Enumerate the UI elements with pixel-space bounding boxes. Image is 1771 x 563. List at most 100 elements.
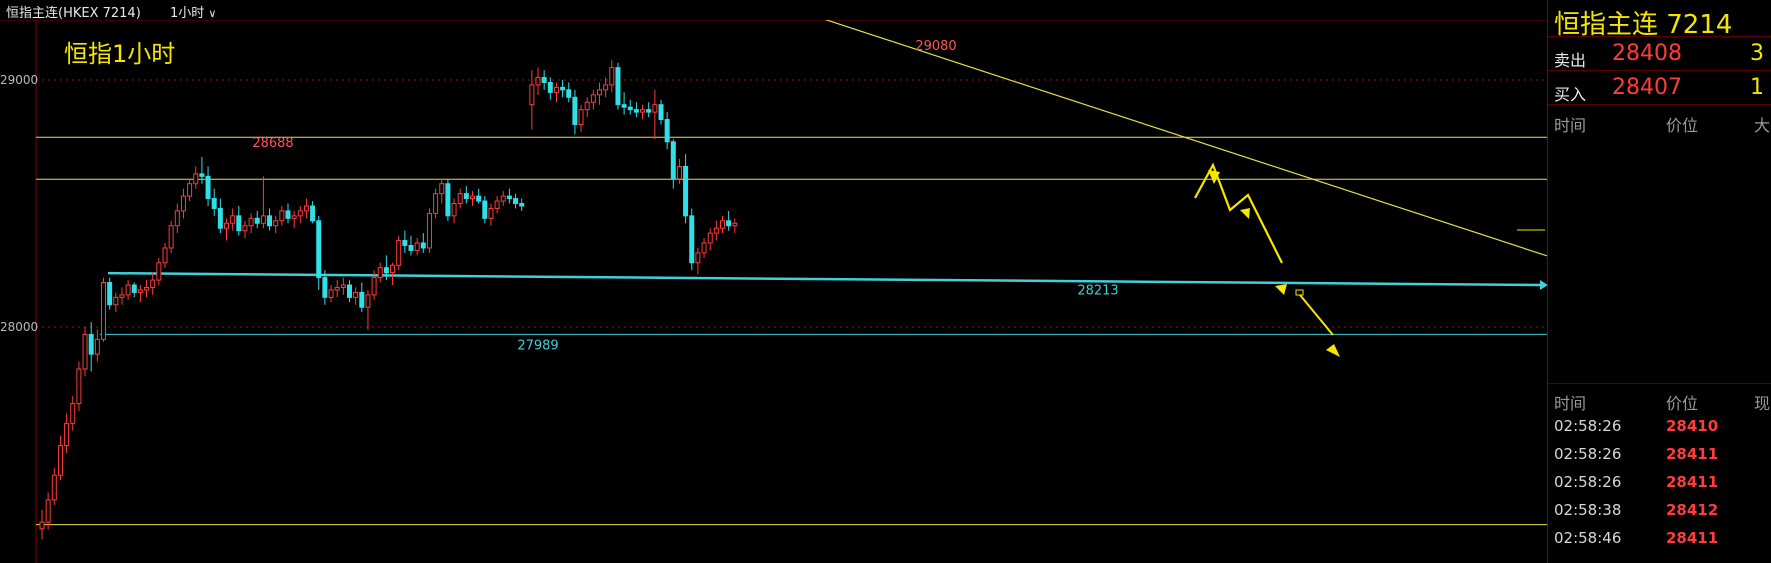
arrow-head: [1326, 344, 1340, 357]
candles: [39, 60, 738, 540]
marker-box: [1295, 289, 1304, 296]
candle-body: [82, 333, 88, 370]
candle-body: [494, 200, 500, 209]
chart-grid: [35, 20, 1547, 563]
candle-body: [476, 195, 482, 202]
tick-price: 28412: [1666, 501, 1719, 519]
candle-body: [39, 521, 45, 530]
candle-body: [316, 220, 322, 279]
candle-body: [541, 77, 547, 83]
candle-body: [500, 195, 506, 202]
support-arrow-head: [1540, 280, 1547, 291]
candle-body: [445, 183, 451, 217]
candle-body: [426, 212, 432, 249]
candle-body: [646, 109, 652, 113]
candle-body: [383, 267, 389, 274]
tick-price: 28411: [1666, 473, 1719, 491]
candle-body: [113, 296, 119, 306]
arrow-head: [1275, 284, 1287, 295]
tick-time: 02:58:26: [1554, 417, 1622, 435]
candle-body: [482, 200, 488, 219]
candle-body: [125, 284, 131, 296]
chart-lines: [36, 20, 1547, 526]
buy-row[interactable]: 买入 28407 1: [1548, 70, 1771, 105]
candle-body: [420, 242, 426, 249]
candle-body: [529, 84, 535, 106]
candle-body: [627, 106, 633, 111]
y-tick-label: 28000: [0, 320, 38, 334]
candle-body: [205, 175, 211, 200]
buy-price: 28407: [1612, 75, 1682, 100]
candle-body: [334, 286, 340, 291]
candle-body: [260, 215, 266, 224]
candle-body: [303, 205, 309, 212]
candle-body: [566, 89, 572, 98]
candle-body: [658, 104, 664, 121]
depth-header-size: 大: [1754, 116, 1771, 135]
tick-time: 02:58:38: [1554, 501, 1622, 519]
arrow-head: [1240, 208, 1250, 219]
candle-body: [94, 338, 100, 355]
candle-body: [615, 67, 621, 106]
candle-body: [371, 277, 377, 296]
candle-body: [377, 267, 383, 279]
candle-body: [633, 109, 639, 113]
panel-title: 恒指主连 7214: [1554, 10, 1733, 40]
candle-body: [396, 240, 402, 266]
candle-body: [535, 77, 541, 86]
candle-body: [726, 220, 732, 227]
candle-body: [519, 203, 525, 207]
candle-body: [101, 282, 106, 340]
candle-body: [248, 217, 254, 227]
candle-body: [664, 119, 670, 143]
sell-label: 卖出: [1554, 51, 1587, 70]
candle-body: [180, 195, 186, 212]
candle-body: [670, 141, 676, 180]
sell-row[interactable]: 卖出 28408 3: [1548, 36, 1771, 71]
candle-body: [137, 289, 143, 293]
tick-price: 28411: [1666, 445, 1719, 463]
depth-divider: [1548, 104, 1771, 113]
chart-title: 恒指1小时: [64, 40, 175, 68]
candle-body: [291, 215, 297, 219]
depth-header-price: 价位: [1666, 116, 1699, 135]
candle-body: [273, 220, 279, 227]
tick-row: 02:58:38 28412: [1548, 497, 1771, 525]
candle-body: [267, 215, 273, 227]
support-line: [107, 271, 1541, 287]
candle-body: [572, 96, 578, 125]
candle-body: [433, 193, 439, 214]
candle-body: [156, 262, 162, 281]
candle-body: [224, 222, 229, 229]
candle-body: [285, 210, 291, 219]
drawn-arrows: [1194, 162, 1545, 357]
extreme-price-label: 28688: [252, 136, 293, 151]
candle-body: [683, 165, 689, 217]
candle-body: [150, 279, 156, 288]
candle-body: [217, 207, 223, 229]
candle-body: [414, 242, 420, 251]
candle-body: [162, 247, 168, 264]
candle-body: [584, 101, 590, 111]
candle-body: [652, 104, 658, 113]
timeframe-label: 1小时: [170, 6, 205, 21]
candle-body: [144, 286, 150, 291]
candle-body: [211, 198, 217, 209]
candle-body: [402, 240, 408, 246]
candle-body: [70, 403, 76, 424]
candle-body: [676, 165, 682, 180]
candle-body: [64, 422, 70, 447]
candle-body: [365, 294, 371, 308]
tick-row: 02:58:26 28411: [1548, 469, 1771, 497]
candle-body: [695, 252, 701, 264]
candle-body: [707, 232, 713, 244]
candle-body: [621, 104, 627, 108]
candle-body: [732, 222, 738, 227]
timeframe-selector[interactable]: 1小时 ∨: [170, 2, 216, 21]
sell-qty: 3: [1750, 41, 1764, 66]
tick-header-price: 价位: [1666, 394, 1699, 413]
candle-body: [107, 282, 113, 306]
price-chart[interactable]: 29000 28000 28688 29080 27989 28213 恒指1小时: [0, 20, 1547, 563]
candle-body: [603, 84, 609, 91]
candle-body: [640, 109, 646, 113]
